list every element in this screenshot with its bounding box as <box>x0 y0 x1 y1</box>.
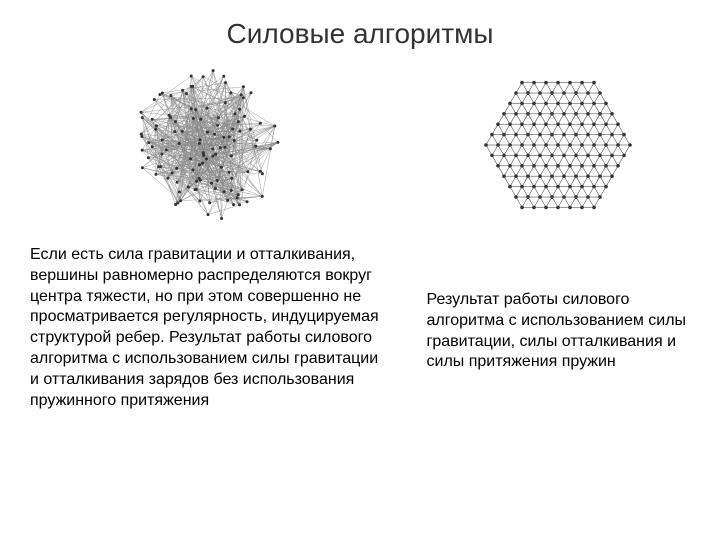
left-column: Если есть сила гравитации и отталкивания… <box>30 60 387 411</box>
left-graph-container <box>30 60 387 230</box>
hex-network-graph <box>468 60 648 230</box>
right-graph-container <box>427 60 691 230</box>
right-column: Результат работы силового алгоритма с ис… <box>427 60 691 411</box>
slide-title: Силовые алгоритмы <box>0 0 720 50</box>
dense-network-graph <box>118 60 298 230</box>
content-row: Если есть сила гравитации и отталкивания… <box>0 50 720 411</box>
left-caption: Если есть сила гравитации и отталкивания… <box>30 245 387 411</box>
right-caption: Результат работы силового алгоритма с ис… <box>427 290 691 373</box>
